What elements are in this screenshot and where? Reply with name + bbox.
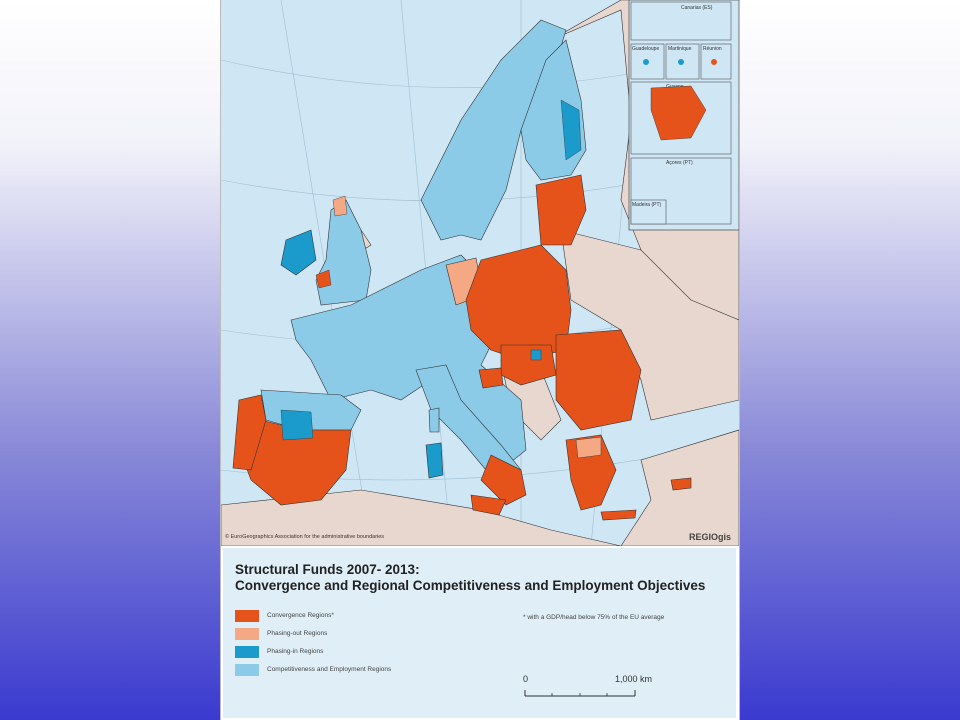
scale-start-label: 0	[523, 674, 529, 684]
inset-label: Guadeloupe	[632, 46, 659, 52]
inset-label: Canarias (ES)	[681, 5, 713, 11]
wales-region	[315, 269, 332, 289]
legend-label: Phasing-in Regions	[267, 648, 324, 655]
legend-swatch	[235, 628, 259, 640]
legend-title-line2: Convergence and Regional Competitiveness…	[235, 578, 706, 593]
south-italy-region	[480, 454, 527, 506]
legend-panel: Structural Funds 2007- 2013: Convergence…	[223, 548, 736, 718]
inset-panel: Canarias (ES) Guadeloupe Martinique Réun…	[628, 0, 739, 231]
brand-logo: REGIOgis	[689, 532, 732, 542]
scotland-phasing-region	[332, 195, 348, 217]
europe-map: Canarias (ES) Guadeloupe Martinique Réun…	[221, 0, 739, 546]
map-poster: Canarias (ES) Guadeloupe Martinique Réun…	[220, 0, 740, 720]
sicily-region	[470, 494, 507, 516]
baltic-region	[535, 174, 587, 246]
corsica-region	[428, 407, 440, 433]
sardinia-region	[425, 442, 444, 479]
scale-bar	[524, 690, 636, 697]
legend-title-line1: Structural Funds 2007- 2013:	[235, 562, 420, 577]
spain-phasing-in-region	[280, 409, 314, 441]
slovenia-region	[478, 367, 504, 389]
cyprus-region	[670, 477, 692, 491]
legend-footnote: * with a GDP/head below 75% of the EU av…	[523, 614, 665, 621]
greece-phasing-region	[575, 436, 602, 459]
budapest-region	[530, 349, 542, 361]
inset-label: Madeira (PT)	[632, 202, 662, 208]
scale-end-label: 1,000 km	[615, 674, 653, 684]
legend-swatch	[235, 664, 259, 676]
inset-label: Açores (PT)	[666, 160, 693, 166]
finland-east-region	[560, 99, 582, 161]
legend-label: Competitiveness and Employment Regions	[267, 666, 392, 673]
inset-label: Réunion	[703, 46, 722, 52]
portugal-region	[232, 394, 267, 471]
romania-region	[555, 329, 642, 431]
legend-label: Phasing-out Regions	[267, 630, 328, 637]
legend-label: Convergence Regions*	[267, 612, 334, 619]
crete-region	[600, 509, 637, 521]
credit-text: © EuroGeographics Association for the ad…	[225, 534, 385, 540]
legend-swatch	[235, 610, 259, 622]
inset-label: Martinique	[668, 46, 692, 52]
legend-swatch	[235, 646, 259, 658]
ireland-region	[280, 229, 317, 276]
